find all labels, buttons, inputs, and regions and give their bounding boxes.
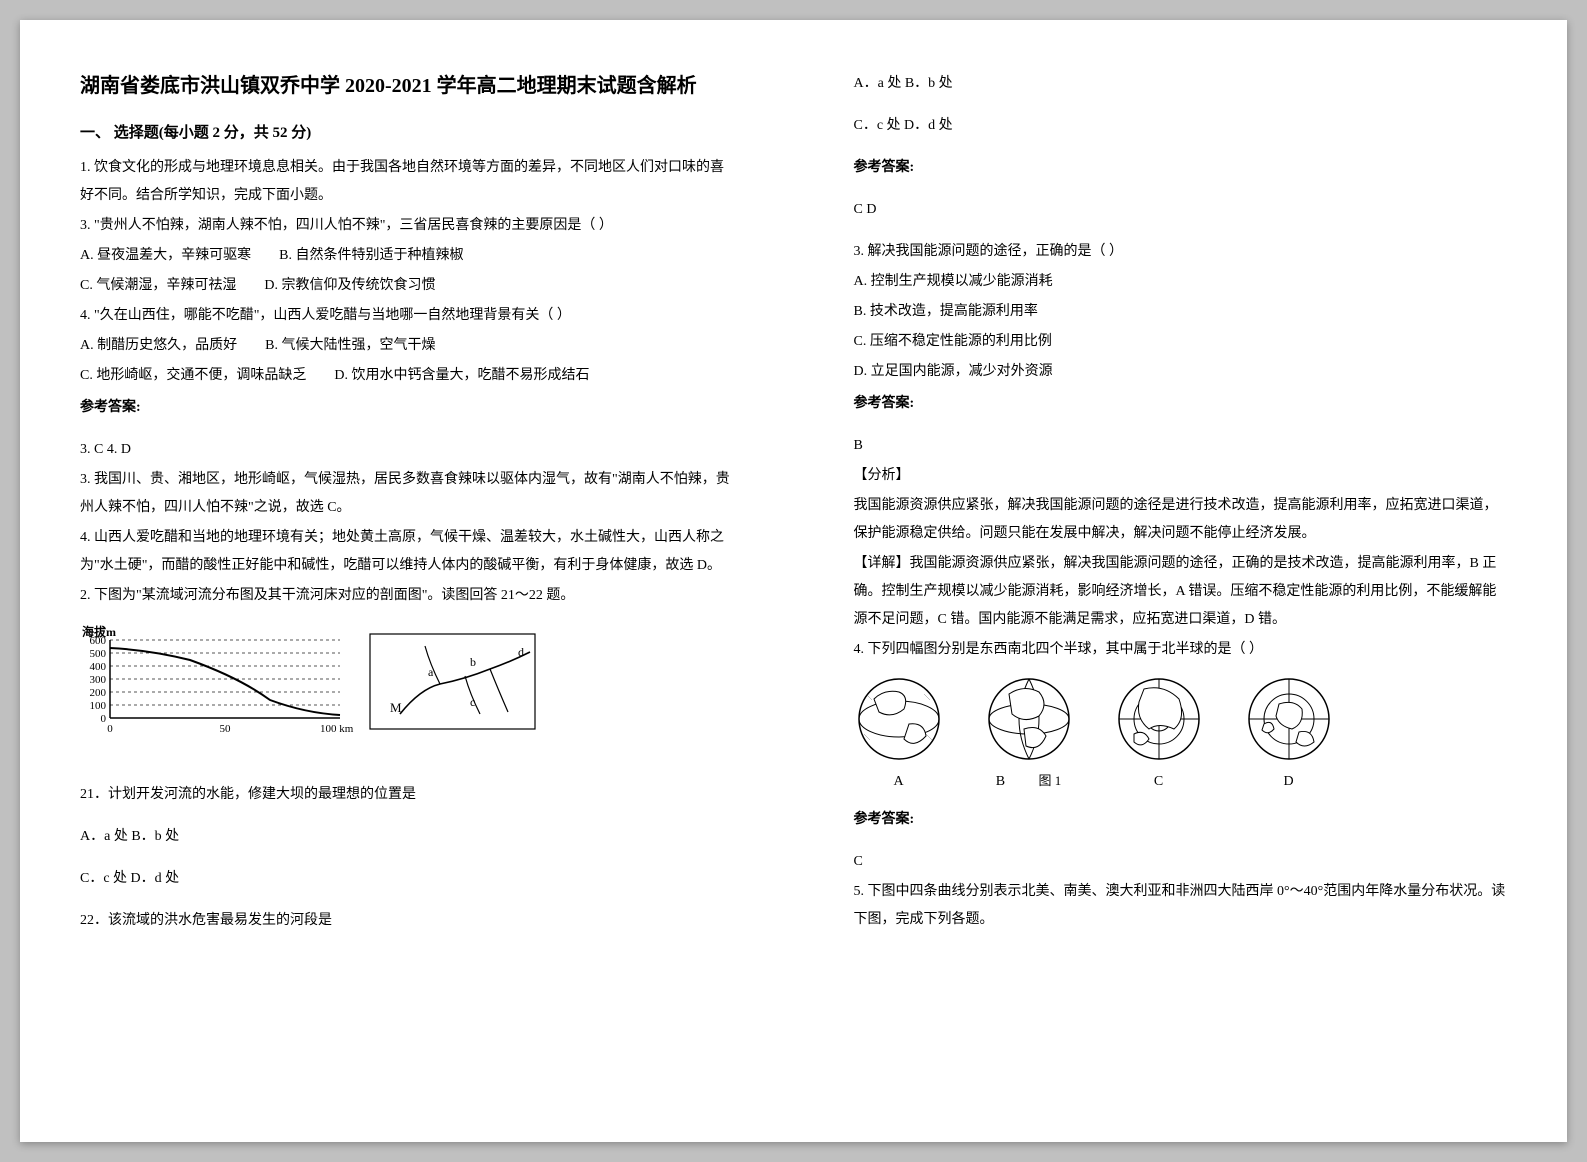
q2-ab: A．a 处 B．b 处 [854,70,1508,98]
svg-text:200: 200 [90,687,107,699]
q2-cd: C．c 处 D．d 处 [854,112,1508,140]
svg-text:500: 500 [90,648,107,660]
hemi-b-label: B 图 1 [984,768,1074,796]
section-header: 一、 选择题(每小题 2 分，共 52 分) [80,118,734,148]
q1-4-options-row2: C. 地形崎岖，交通不便，调味品缺乏 D. 饮用水中钙含量大，吃醋不易形成结石 [80,362,734,390]
q22-stem: 22．该流域的洪水危害最易发生的河段是 [80,907,734,935]
q1-3-c: C. 气候潮湿，辛辣可祛湿 [80,278,236,293]
left-column: 湖南省娄底市洪山镇双乔中学 2020-2021 学年高二地理期末试题含解析 一、… [20,20,794,1142]
fig-label: 图 1 [1039,773,1062,788]
q3-analysis: 我国能源资源供应紧张，解决我国能源问题的途径是进行技术改造，提高能源利用率，应拓… [854,492,1508,548]
hemisphere-row: A B 图 1 [854,674,1508,796]
svg-text:0: 0 [107,723,113,735]
q2-stem: 2. 下图为"某流域河流分布图及其干流河床对应的剖面图"。读图回答 21～22 … [80,582,734,610]
q2-answer: C D [854,196,1508,224]
q1-exp-4: 4. 山西人爱吃醋和当地的地理环境有关；地处黄土高原，气候干燥、温差较大，水土碱… [80,524,734,580]
q1-4-a: A. 制醋历史悠久，品质好 [80,338,237,353]
map-label-c: c [470,695,475,709]
q1-3-d: D. 宗教信仰及传统饮食习惯 [264,278,435,293]
map-label-d: d [518,645,524,659]
page-title: 湖南省娄底市洪山镇双乔中学 2020-2021 学年高二地理期末试题含解析 [80,70,734,102]
hemi-a: A [854,674,944,796]
q1-3-a: A. 昼夜温差大，辛辣可驱寒 [80,248,251,263]
q1-4-options-row1: A. 制醋历史悠久，品质好 B. 气候大陆性强，空气干燥 [80,332,734,360]
right-column: A．a 处 B．b 处 C．c 处 D．d 处 参考答案: C D 3. 解决我… [794,20,1568,1142]
q3-c: C. 压缩不稳定性能源的利用比例 [854,328,1508,356]
q3-detail-label: 【详解】 [854,556,910,571]
ref-answer-label-1: 参考答案: [80,394,734,422]
q4-answer: C [854,848,1508,876]
q3-analysis-label: 【分析】 [854,462,1508,490]
ref-answer-label-3: 参考答案: [854,390,1508,418]
q1-3-stem: 3. "贵州人不怕辣，湖南人辣不怕，四川人怕不辣"，三省居民喜食辣的主要原因是（… [80,212,734,240]
q3-detail-text: 我国能源资源供应紧张，解决我国能源问题的途径，正确的是技术改造，提高能源利用率，… [854,556,1497,627]
q1-4-stem: 4. "久在山西住，哪能不吃醋"，山西人爱吃醋与当地哪一自然地理背景有关（ ） [80,302,734,330]
hemi-c: C [1114,674,1204,796]
q1-4-c: C. 地形崎岖，交通不便，调味品缺乏 [80,368,306,383]
map-label-a: a [428,665,434,679]
hemi-b: B 图 1 [984,674,1074,796]
svg-text:100: 100 [90,700,107,712]
hemi-d: D [1244,674,1334,796]
q1-intro: 1. 饮食文化的形成与地理环境息息相关。由于我国各地自然环境等方面的差异，不同地… [80,154,734,210]
q1-exp-3: 3. 我国川、贵、湘地区，地形崎岖，气候湿热，居民多数喜食辣味以驱体内湿气，故有… [80,466,734,522]
ref-answer-label-2: 参考答案: [854,154,1508,182]
q3-a: A. 控制生产规模以减少能源消耗 [854,268,1508,296]
river-profile-svg: 海拔m 600 [80,624,540,744]
q21-ab: A．a 处 B．b 处 [80,823,734,851]
map-label-b: b [470,655,476,669]
hemi-d-label: D [1244,768,1334,796]
svg-text:0: 0 [101,713,107,725]
q21-cd: C．c 处 D．d 处 [80,865,734,893]
river-profile-figure: 海拔m 600 [80,624,540,755]
svg-text:100 km: 100 km [320,723,354,735]
svg-text:400: 400 [90,661,107,673]
q1-4-b: B. 气候大陆性强，空气干燥 [265,338,435,353]
q1-answer: 3. C 4. D [80,436,734,464]
map-label-m: M [390,700,402,715]
svg-text:300: 300 [90,674,107,686]
q1-3-b: B. 自然条件特别适于种植辣椒 [279,248,463,263]
q1-3-options-row2: C. 气候潮湿，辛辣可祛湿 D. 宗教信仰及传统饮食习惯 [80,272,734,300]
exam-page: 湖南省娄底市洪山镇双乔中学 2020-2021 学年高二地理期末试题含解析 一、… [20,20,1567,1142]
q1-4-d: D. 饮用水中钙含量大，吃醋不易形成结石 [334,368,589,383]
q4-stem: 4. 下列四幅图分别是东西南北四个半球，其中属于北半球的是（ ） [854,636,1508,664]
q21-stem: 21．计划开发河流的水能，修建大坝的最理想的位置是 [80,781,734,809]
q3-d: D. 立足国内能源，减少对外资源 [854,358,1508,386]
svg-text:50: 50 [220,723,232,735]
q3-answer: B [854,432,1508,460]
q1-3-options-row1: A. 昼夜温差大，辛辣可驱寒 B. 自然条件特别适于种植辣椒 [80,242,734,270]
q3-detail: 【详解】我国能源资源供应紧张，解决我国能源问题的途径，正确的是技术改造，提高能源… [854,550,1508,634]
q5-stem: 5. 下图中四条曲线分别表示北美、南美、澳大利亚和非洲四大陆西岸 0°～40°范… [854,878,1508,934]
q3-b: B. 技术改造，提高能源利用率 [854,298,1508,326]
hemi-c-label: C [1114,768,1204,796]
svg-text:600: 600 [90,635,107,647]
hemi-a-label: A [854,768,944,796]
ref-answer-label-4: 参考答案: [854,806,1508,834]
q3-stem: 3. 解决我国能源问题的途径，正确的是（ ） [854,238,1508,266]
